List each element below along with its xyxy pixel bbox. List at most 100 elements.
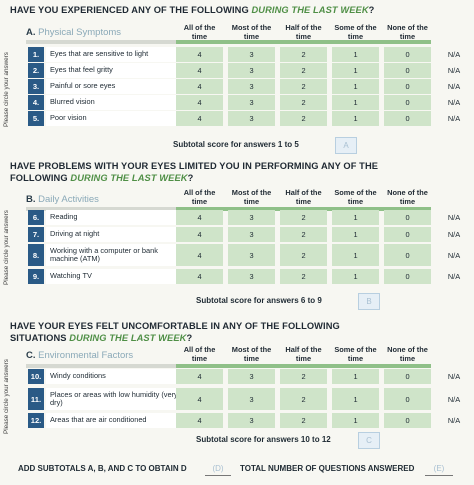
not-applicable-option[interactable]: N/A — [447, 372, 461, 381]
answer-option[interactable]: 0 — [384, 210, 431, 225]
answer-option[interactable]: 2 — [280, 79, 327, 94]
answer-option[interactable]: 4 — [176, 388, 223, 410]
answer-option[interactable]: 3 — [228, 95, 275, 110]
column-header: Most of the time — [231, 188, 272, 206]
answer-option[interactable]: 0 — [384, 227, 431, 242]
answer-option[interactable]: 4 — [176, 369, 223, 384]
not-applicable-option[interactable]: N/A — [447, 394, 461, 404]
question-text: HAVE YOUR EYES FELT UNCOMFORTABLE IN ANY… — [10, 321, 340, 343]
answer-option[interactable]: 2 — [280, 413, 327, 428]
answer-option[interactable]: 2 — [280, 210, 327, 225]
answer-option[interactable]: 4 — [176, 210, 223, 225]
answer-option[interactable]: 2 — [280, 95, 327, 110]
question-number: 3. — [28, 79, 44, 94]
question-label: Areas that are air conditioned — [46, 413, 180, 428]
question-number: 9. — [28, 269, 44, 284]
answer-option[interactable]: 4 — [176, 63, 223, 78]
section-letter: A. — [26, 27, 36, 38]
answer-area-bar — [176, 40, 431, 44]
section-divider — [26, 364, 176, 368]
questions-answered-label: TOTAL NUMBER OF QUESTIONS ANSWERED — [240, 464, 415, 473]
question-text: HAVE PROBLEMS WITH YOUR EYES LIMITED YOU… — [10, 161, 379, 183]
answer-option[interactable]: 1 — [332, 79, 379, 94]
question-text: HAVE YOU EXPERIENCED ANY OF THE FOLLOWIN… — [10, 5, 252, 15]
answer-option[interactable]: 0 — [384, 111, 431, 126]
section-letter: B. — [26, 194, 36, 205]
answer-option[interactable]: 0 — [384, 369, 431, 384]
answer-option[interactable]: 1 — [332, 47, 379, 62]
answer-option[interactable]: 0 — [384, 244, 431, 266]
answer-option[interactable]: 1 — [332, 95, 379, 110]
answer-option[interactable]: 2 — [280, 227, 327, 242]
answer-option[interactable]: 1 — [332, 388, 379, 410]
not-applicable-option[interactable]: N/A — [447, 82, 461, 91]
section-name: A. Physical Symptoms — [26, 27, 121, 38]
answer-option[interactable]: 1 — [332, 63, 379, 78]
answer-option[interactable]: 1 — [332, 244, 379, 266]
answer-option[interactable]: 2 — [280, 244, 327, 266]
answer-option[interactable]: 4 — [176, 413, 223, 428]
not-applicable-option[interactable]: N/A — [447, 250, 461, 260]
question-label: Working with a computer or bank machine … — [46, 244, 180, 266]
answer-option[interactable]: 4 — [176, 47, 223, 62]
answer-option[interactable]: 2 — [280, 388, 327, 410]
question-number: 6. — [28, 210, 44, 225]
answer-option[interactable]: 4 — [176, 244, 223, 266]
not-applicable-option[interactable]: N/A — [447, 213, 461, 222]
answer-option[interactable]: 0 — [384, 63, 431, 78]
column-header: Most of the time — [231, 23, 272, 41]
answer-option[interactable]: 3 — [228, 269, 275, 284]
subtotal-box[interactable]: B — [358, 293, 380, 310]
answer-option[interactable]: 4 — [176, 111, 223, 126]
answer-option[interactable]: 4 — [176, 79, 223, 94]
circle-answers-label: Please circle your answers — [3, 52, 10, 128]
subtotal-box[interactable]: C — [358, 432, 380, 449]
answer-option[interactable]: 2 — [280, 47, 327, 62]
subtotal-box[interactable]: A — [335, 137, 357, 154]
answer-option[interactable]: 3 — [228, 63, 275, 78]
section-name: B. Daily Activities — [26, 194, 99, 205]
answer-option[interactable]: 2 — [280, 63, 327, 78]
answer-option[interactable]: 1 — [332, 369, 379, 384]
answer-option[interactable]: 3 — [228, 210, 275, 225]
total-d-field[interactable]: (D) — [205, 461, 231, 476]
not-applicable-option[interactable]: N/A — [447, 416, 461, 425]
answer-option[interactable]: 3 — [228, 79, 275, 94]
question-row: 12. Areas that are air conditioned 4 3 2 1 0 N/… — [28, 413, 460, 428]
answer-option[interactable]: 1 — [332, 111, 379, 126]
answer-option[interactable]: 0 — [384, 413, 431, 428]
answer-option[interactable]: 2 — [280, 369, 327, 384]
answer-option[interactable]: 0 — [384, 95, 431, 110]
answer-option[interactable]: 3 — [228, 111, 275, 126]
answer-option[interactable]: 1 — [332, 210, 379, 225]
answer-option[interactable]: 1 — [332, 269, 379, 284]
answer-option[interactable]: 0 — [384, 269, 431, 284]
not-applicable-option[interactable]: N/A — [447, 66, 461, 75]
not-applicable-option[interactable]: N/A — [447, 114, 461, 123]
answer-option[interactable]: 1 — [332, 413, 379, 428]
answer-option[interactable]: 4 — [176, 95, 223, 110]
answer-option[interactable]: 3 — [228, 227, 275, 242]
answer-option[interactable]: 3 — [228, 369, 275, 384]
answer-option[interactable]: 3 — [228, 388, 275, 410]
answer-option[interactable]: 0 — [384, 388, 431, 410]
question-label: Reading — [46, 210, 180, 225]
answer-option[interactable]: 2 — [280, 111, 327, 126]
total-e-field[interactable]: (E) — [425, 461, 453, 476]
answer-option[interactable]: 4 — [176, 227, 223, 242]
answer-option[interactable]: 4 — [176, 269, 223, 284]
answer-option[interactable]: 2 — [280, 269, 327, 284]
answer-option[interactable]: 3 — [228, 413, 275, 428]
answer-option[interactable]: 3 — [228, 47, 275, 62]
question-label: Blurred vision — [46, 95, 180, 110]
not-applicable-option[interactable]: N/A — [447, 50, 461, 59]
answer-option[interactable]: 0 — [384, 47, 431, 62]
answer-option[interactable]: 3 — [228, 244, 275, 266]
question-label: Watching TV — [46, 269, 180, 284]
not-applicable-option[interactable]: N/A — [447, 230, 461, 239]
not-applicable-option[interactable]: N/A — [447, 272, 461, 281]
column-header: Half of the time — [285, 188, 322, 206]
answer-option[interactable]: 1 — [332, 227, 379, 242]
not-applicable-option[interactable]: N/A — [447, 98, 461, 107]
answer-option[interactable]: 0 — [384, 79, 431, 94]
